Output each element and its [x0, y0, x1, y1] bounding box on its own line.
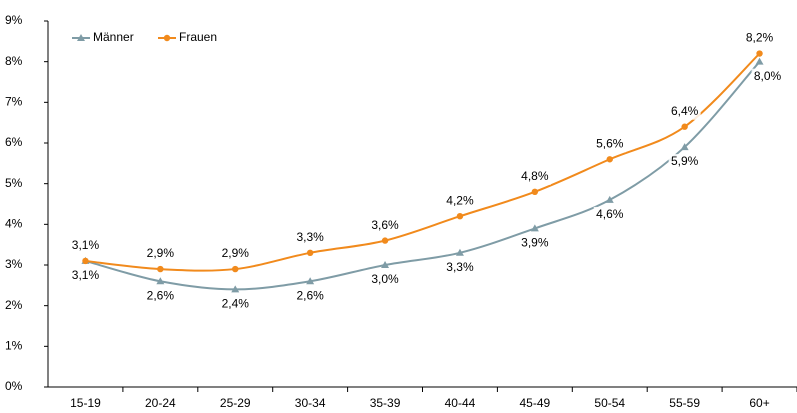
data-label: 3,1% — [72, 268, 100, 282]
marker — [456, 213, 464, 220]
label-bg — [369, 217, 402, 234]
label-bg — [294, 288, 327, 305]
data-label: 3,1% — [72, 238, 100, 252]
data-label: 3,6% — [371, 218, 399, 232]
data-label: 3,9% — [521, 236, 549, 250]
x-tick-label: 55-59 — [669, 396, 700, 410]
marker — [381, 237, 389, 244]
data-label: 2,9% — [222, 246, 250, 260]
data-label: 5,9% — [671, 154, 699, 168]
label-bg — [144, 288, 177, 305]
series-line — [85, 61, 761, 291]
data-label: 4,2% — [446, 193, 474, 207]
data-label: 8,0% — [754, 69, 782, 83]
label-bg — [219, 246, 252, 263]
y-tick-label: 0% — [5, 379, 23, 393]
label-bg — [518, 168, 551, 185]
marker — [756, 50, 763, 57]
data-label: 2,9% — [147, 246, 175, 260]
y-tick-label: 7% — [5, 95, 23, 109]
marker — [605, 195, 614, 203]
label-bg — [743, 30, 776, 47]
label-bg — [369, 272, 402, 288]
x-tick-label: 60+ — [749, 396, 769, 410]
label-bg — [69, 267, 102, 284]
data-label: 3,0% — [371, 272, 399, 286]
marker — [231, 285, 240, 293]
x-tick-label: 30-34 — [295, 396, 326, 410]
label-bg — [518, 235, 551, 252]
data-label: 8,2% — [746, 31, 774, 45]
data-label: 2,6% — [296, 288, 324, 302]
x-tick-label: 20-24 — [145, 396, 176, 410]
marker — [306, 277, 315, 285]
label-bg — [144, 246, 177, 263]
data-label: 3,3% — [446, 260, 474, 274]
marker — [306, 249, 314, 256]
marker — [530, 224, 539, 232]
marker — [82, 257, 89, 265]
marker — [531, 188, 539, 195]
legend-label: Männer — [93, 30, 134, 44]
x-tick-label: 15-19 — [70, 396, 101, 410]
label-bg — [443, 193, 476, 210]
marker — [163, 34, 171, 42]
data-label: 6,4% — [671, 104, 699, 118]
data-label: 2,6% — [147, 288, 175, 302]
marker — [157, 265, 164, 273]
label-bg — [668, 154, 701, 171]
y-tick-label: 2% — [5, 298, 23, 312]
marker — [680, 143, 689, 151]
x-tick-label: 40-44 — [445, 396, 476, 410]
y-tick-label: 9% — [5, 13, 23, 27]
marker — [681, 123, 688, 130]
label-bg — [69, 237, 102, 254]
data-label: 5,6% — [596, 136, 624, 150]
marker — [156, 277, 165, 285]
marker — [755, 57, 764, 65]
x-tick-label: 50-54 — [594, 396, 625, 410]
y-tick-label: 8% — [5, 54, 23, 68]
data-label: 2,4% — [222, 297, 250, 311]
y-tick-label: 3% — [5, 257, 23, 271]
data-label: 4,8% — [521, 169, 549, 183]
x-tick-label: 35-39 — [370, 396, 401, 410]
y-tick-label: 1% — [5, 339, 23, 353]
legend-label: Frauen — [179, 30, 217, 44]
marker — [232, 265, 239, 273]
marker — [606, 156, 613, 163]
series-line — [85, 52, 761, 272]
y-tick-label: 5% — [5, 176, 23, 190]
data-label: 4,6% — [596, 207, 624, 221]
marker — [77, 34, 85, 41]
label-bg — [593, 136, 626, 153]
label-bg — [751, 68, 784, 85]
x-tick-label: 25-29 — [220, 396, 251, 410]
y-tick-label: 6% — [5, 135, 23, 149]
marker — [455, 248, 464, 256]
label-bg — [294, 229, 327, 246]
x-tick-label: 45-49 — [519, 396, 550, 410]
marker — [381, 261, 390, 268]
label-bg — [219, 296, 252, 313]
label-bg — [668, 103, 701, 120]
label-bg — [593, 206, 626, 223]
y-tick-label: 4% — [5, 217, 23, 231]
data-label: 3,3% — [296, 230, 324, 244]
label-bg — [443, 259, 476, 276]
